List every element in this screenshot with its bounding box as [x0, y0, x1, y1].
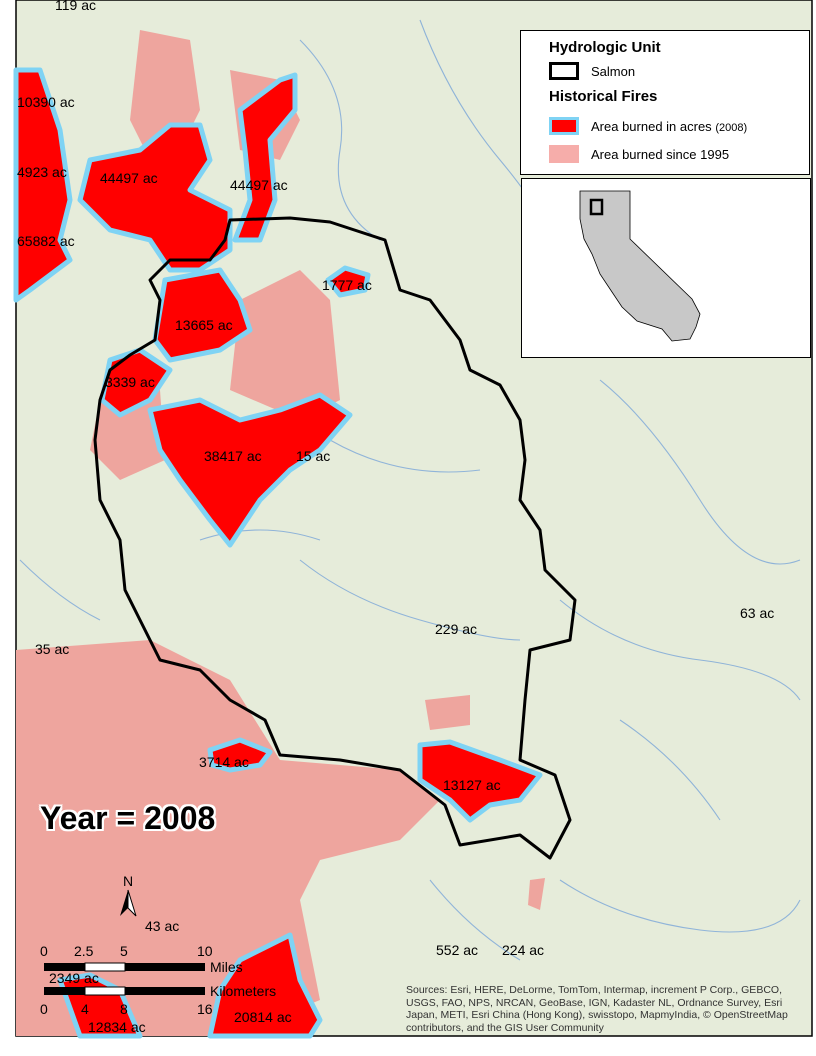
fire-label: 38417 ac	[204, 448, 262, 464]
legend-swatch-since-1995	[549, 145, 579, 163]
legend-hydro-title: Hydrologic Unit	[549, 39, 661, 56]
scale-unit-miles: Miles	[210, 959, 243, 975]
scale-tick: 10	[197, 943, 213, 959]
fire-38417	[147, 392, 353, 548]
fire-label: 65882 ac	[17, 233, 75, 249]
fire-label: 2349 ac	[49, 970, 99, 986]
study-area-locator-box	[589, 198, 604, 216]
fire-13127	[417, 739, 543, 823]
north-arrow-icon	[120, 890, 128, 916]
scale-tick: 8	[120, 1001, 128, 1017]
fire-label: 13127 ac	[443, 777, 501, 793]
legend-2008-label: Area burned in acres (2008)	[591, 119, 747, 134]
fire-labels: 119 ac 10390 ac 4923 ac 44497 ac 44497 a…	[17, 0, 774, 1035]
legend: Hydrologic Unit Salmon Historical Fires …	[520, 30, 810, 175]
fire-label: 35 ac	[35, 641, 69, 657]
burned-since-1995-areas	[16, 30, 545, 1036]
fire-label: 224 ac	[502, 942, 544, 958]
legend-swatch-2008	[549, 117, 579, 135]
fire-label: 1777 ac	[322, 277, 372, 293]
fire-label: 43 ac	[145, 918, 179, 934]
scale-tick: 4	[81, 1001, 89, 1017]
north-arrow: N	[120, 873, 137, 917]
north-label: N	[123, 873, 133, 889]
terrain-rivers	[19, 19, 801, 961]
fire-1777	[325, 265, 371, 298]
fire-label: 15 ac	[296, 448, 330, 464]
fire-label: 44497 ac	[230, 177, 288, 193]
fire-label: 119 ac	[55, 0, 96, 13]
map-attribution: Sources: Esri, HERE, DeLorme, TomTom, In…	[406, 984, 788, 1034]
fire-10390-4923-65882	[13, 67, 73, 303]
scale-tick: 5	[120, 943, 128, 959]
legend-2008-year: (2008)	[715, 122, 748, 134]
year-label: Year = 2008	[40, 800, 216, 836]
scale-tick: 2.5	[74, 943, 94, 959]
fire-3714	[207, 737, 273, 773]
california-shape	[579, 190, 701, 342]
scale-tick: 0	[40, 943, 48, 959]
scale-tick: 16	[197, 1001, 213, 1017]
fire-44497-west	[77, 122, 233, 273]
california-locator-inset	[521, 178, 811, 358]
fire-20814	[207, 932, 323, 1039]
fire-13665	[152, 267, 253, 363]
fire-label: 4923 ac	[17, 164, 67, 180]
legend-salmon-label: Salmon	[591, 64, 636, 79]
fire-label: 552 ac	[436, 942, 478, 958]
scale-unit-km: Kilometers	[210, 983, 276, 999]
fire-label: 229 ac	[435, 621, 477, 637]
fire-label: 20814 ac	[234, 1009, 292, 1025]
scale-bar: 0 2.5 5 10 Miles Kilometers 0 4 8 16	[40, 943, 276, 1017]
fire-label: 3714 ac	[199, 754, 249, 770]
fire-label: 13665 ac	[175, 317, 233, 333]
fire-label: 63 ac	[740, 605, 774, 621]
fire-label: 12834 ac	[88, 1019, 146, 1035]
california-locator-map	[579, 190, 701, 342]
fire-44497-east	[232, 72, 298, 243]
legend-swatch-salmon	[549, 62, 579, 80]
fire-label: 10390 ac	[17, 94, 75, 110]
legend-since-1995-label: Area burned since 1995	[591, 147, 730, 162]
hydrologic-unit-salmon-boundary	[93, 216, 577, 860]
fire-label: 44497 ac	[100, 170, 158, 186]
legend-2008-text: Area burned in acres	[591, 119, 712, 134]
scale-tick: 0	[40, 1001, 48, 1017]
burned-2008-areas	[13, 67, 543, 1039]
fire-label: 3339 ac	[105, 374, 155, 390]
legend-fires-title: Historical Fires	[549, 88, 658, 105]
